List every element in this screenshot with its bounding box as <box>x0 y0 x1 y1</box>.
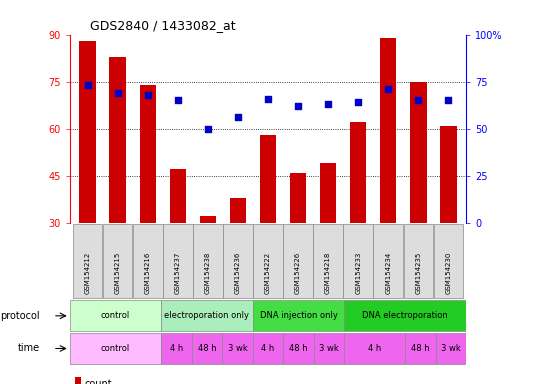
Bar <box>169 169 186 223</box>
Point <box>324 101 332 107</box>
Bar <box>436 333 466 364</box>
Bar <box>344 301 466 331</box>
Bar <box>344 224 373 298</box>
Bar <box>199 217 216 223</box>
Text: count: count <box>85 379 113 384</box>
Bar <box>161 333 192 364</box>
Text: 3 wk: 3 wk <box>319 344 339 353</box>
Text: GSM154233: GSM154233 <box>355 252 361 294</box>
Bar <box>161 301 253 331</box>
Text: GSM154237: GSM154237 <box>175 252 181 294</box>
Bar <box>350 122 367 223</box>
Point <box>174 98 182 104</box>
Point <box>204 126 212 132</box>
Bar <box>314 333 344 364</box>
Bar <box>284 224 313 298</box>
Bar <box>260 135 276 223</box>
Bar <box>405 333 436 364</box>
Bar <box>253 333 283 364</box>
Bar <box>320 163 337 223</box>
Bar <box>283 333 314 364</box>
Bar <box>410 82 427 223</box>
Bar <box>404 224 433 298</box>
Bar <box>254 224 282 298</box>
Bar <box>222 333 253 364</box>
Bar <box>230 198 246 223</box>
Bar <box>139 85 156 223</box>
Bar <box>253 301 344 331</box>
Text: DNA electroporation: DNA electroporation <box>362 311 448 320</box>
Bar <box>193 224 222 298</box>
Point <box>84 82 92 88</box>
Text: 4 h: 4 h <box>368 344 382 353</box>
Text: GSM154234: GSM154234 <box>385 252 391 294</box>
Point <box>294 103 302 109</box>
Text: DNA injection only: DNA injection only <box>259 311 338 320</box>
Text: GSM154216: GSM154216 <box>145 252 151 294</box>
Bar <box>79 41 96 223</box>
Bar <box>70 301 161 331</box>
Text: 4 h: 4 h <box>262 344 274 353</box>
Text: GSM154226: GSM154226 <box>295 252 301 294</box>
Bar <box>434 224 463 298</box>
Bar <box>70 333 161 364</box>
Text: GSM154238: GSM154238 <box>205 252 211 294</box>
Text: GDS2840 / 1433082_at: GDS2840 / 1433082_at <box>90 19 235 32</box>
Point <box>144 92 152 98</box>
Bar <box>223 224 252 298</box>
Text: GSM154215: GSM154215 <box>115 252 121 294</box>
Point <box>414 98 422 104</box>
Point <box>234 114 242 121</box>
Text: 48 h: 48 h <box>289 344 308 353</box>
Point <box>444 98 452 104</box>
Text: GSM154235: GSM154235 <box>415 252 421 294</box>
Text: time: time <box>18 343 40 354</box>
Bar <box>109 56 126 223</box>
Text: electroporation only: electroporation only <box>165 311 249 320</box>
Bar <box>290 172 306 223</box>
Text: 48 h: 48 h <box>411 344 430 353</box>
Text: 3 wk: 3 wk <box>441 344 461 353</box>
Bar <box>380 38 397 223</box>
Text: protocol: protocol <box>1 311 40 321</box>
Text: GSM154218: GSM154218 <box>325 252 331 294</box>
Text: GSM154212: GSM154212 <box>85 252 91 294</box>
Text: GSM154222: GSM154222 <box>265 252 271 294</box>
Text: 3 wk: 3 wk <box>228 344 248 353</box>
Bar <box>314 224 343 298</box>
Bar <box>73 224 102 298</box>
Point <box>264 96 272 102</box>
Text: 4 h: 4 h <box>170 344 183 353</box>
Point <box>114 90 122 96</box>
Text: control: control <box>101 311 130 320</box>
Bar <box>133 224 162 298</box>
Bar <box>163 224 192 298</box>
Text: 48 h: 48 h <box>198 344 217 353</box>
Point <box>354 99 362 105</box>
Bar <box>374 224 403 298</box>
Bar <box>192 333 222 364</box>
Bar <box>440 126 457 223</box>
Point <box>384 86 392 92</box>
Bar <box>103 224 132 298</box>
Text: control: control <box>101 344 130 353</box>
Bar <box>344 333 405 364</box>
Text: GSM154230: GSM154230 <box>445 252 451 294</box>
Text: GSM154236: GSM154236 <box>235 252 241 294</box>
